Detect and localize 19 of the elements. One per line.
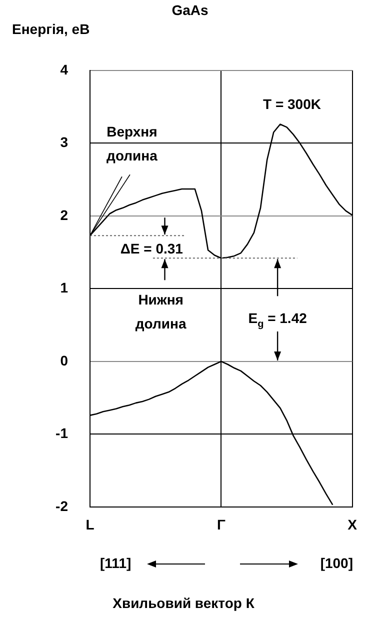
y-tick-label: 4 [60,61,68,78]
y-tick-label: 1 [60,280,68,296]
text: [100] [320,555,353,571]
annotation: T = 300K [263,96,321,112]
x-tick-label: X [348,516,358,532]
y-tick-label: -1 [56,425,68,442]
annotation: Верхня долина [106,123,158,164]
y-tick-label: 2 [60,206,68,223]
annotation: Нижня долина [135,292,186,332]
annotation: ΔE = 0.31 [120,240,184,256]
x-tick-label: L [86,516,95,532]
y-tick-label: 0 [60,352,68,368]
y-tick-label: 3 [60,134,68,150]
text: [111] [100,555,132,571]
x-tick-label: Γ [216,516,226,532]
chart-title: GaAs [170,2,210,18]
y-axis-title: Енергія, еВ [12,21,90,37]
y-tick-label: -2 [56,498,68,514]
x-axis-title: Хвильовий вектор К [112,595,256,611]
